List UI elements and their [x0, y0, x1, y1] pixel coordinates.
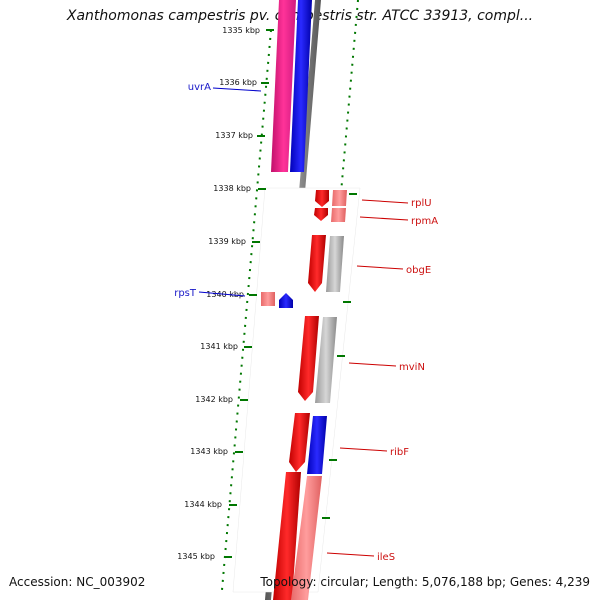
topology-text: Topology: circular; Length: 5,076,188 bp… [260, 575, 590, 589]
tick-label: 1336 kbp [219, 78, 257, 87]
tick-label: 1338 kbp [213, 184, 251, 193]
leader-ileS [326, 552, 375, 557]
gene-label-ribF[interactable]: ribF [390, 447, 409, 458]
leader-mviN [348, 362, 397, 367]
tick-label: 1341 kbp [200, 342, 238, 351]
gene-label-obgE[interactable]: obgE [406, 265, 431, 276]
gene-ribF-arrow[interactable] [289, 413, 310, 472]
gene-rpmA-arrow[interactable] [314, 208, 328, 221]
reverse-feature-top[interactable] [290, 0, 312, 172]
leader-rplU [361, 199, 409, 204]
tick-label: 1345 kbp [177, 552, 215, 561]
gene-label-ileS[interactable]: ileS [377, 552, 395, 563]
leader-rpmA [359, 216, 409, 221]
rna-feature-top[interactable] [271, 0, 296, 172]
tick-label: 1342 kbp [195, 395, 233, 404]
gene-rpsT-gc[interactable] [261, 292, 275, 306]
leader-rpsT [198, 291, 246, 297]
gene-ribF-arrow-2[interactable] [307, 416, 327, 474]
leader-ribF [339, 447, 388, 452]
tick-label: 1335 kbp [222, 26, 260, 35]
leader-obgE [356, 265, 404, 270]
scale-ticks [224, 29, 357, 558]
gene-obgE-arrow[interactable] [308, 235, 326, 292]
gene-label-rpsT[interactable]: rpsT [174, 288, 197, 299]
gene-label-rplU[interactable]: rplU [411, 198, 432, 209]
gene-rpsT-arrow[interactable] [279, 293, 293, 308]
gene-ileS-gc[interactable] [291, 476, 322, 600]
gene-rplU-arrow[interactable] [315, 190, 329, 207]
accession-text: Accession: NC_003902 [9, 575, 146, 589]
gene-label-uvrA[interactable]: uvrA [188, 82, 211, 93]
tick-label: 1343 kbp [190, 447, 228, 456]
ruler-inner-line [221, 29, 272, 591]
gene-label-rpmA[interactable]: rpmA [411, 216, 438, 227]
gene-mviN-arrow[interactable] [298, 316, 319, 401]
gene-mviN-gc[interactable] [315, 317, 337, 403]
gene-rpmA-gc[interactable] [331, 208, 346, 222]
tick-label: 1344 kbp [184, 500, 222, 509]
gene-ileS-arrow[interactable] [273, 472, 301, 600]
gene-obgE-gc[interactable] [326, 236, 344, 292]
tick-label: 1337 kbp [215, 131, 253, 140]
gene-rplU-gc[interactable] [332, 190, 347, 206]
leader-uvrA [212, 87, 262, 92]
gene-label-mviN[interactable]: mviN [399, 362, 425, 373]
tick-label: 1339 kbp [208, 237, 246, 246]
